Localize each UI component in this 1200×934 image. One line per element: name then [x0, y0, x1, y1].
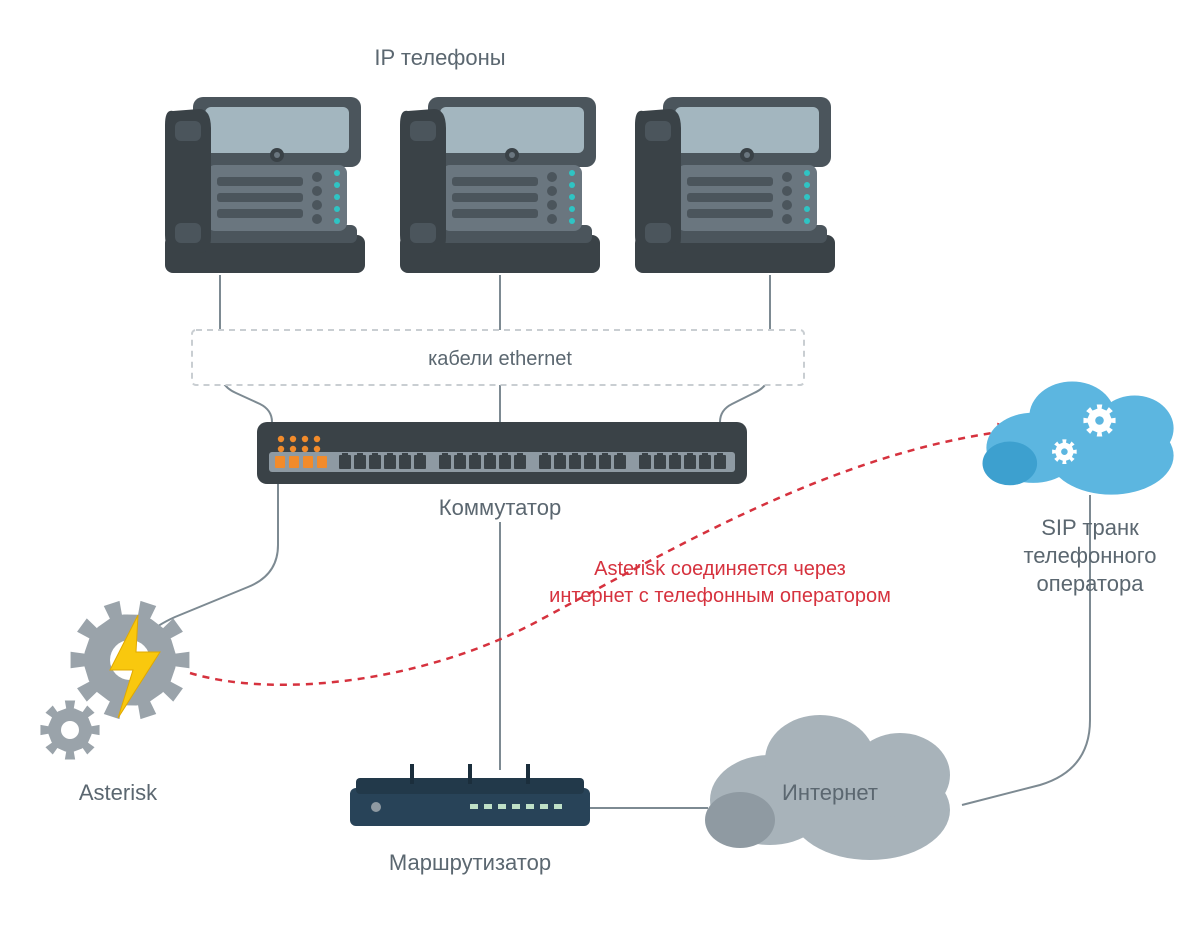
ip-phone-1: [165, 97, 365, 273]
ip-phone-3: [635, 97, 835, 273]
router: [350, 764, 590, 826]
red-caption-2: интернет с телефонным оператором: [549, 585, 891, 607]
asterisk-label: Asterisk: [79, 780, 158, 805]
sip-label-3: оператора: [1037, 571, 1145, 596]
phones-title: IP телефоны: [374, 45, 505, 70]
ip-phone-2: [400, 97, 600, 273]
sip-label-2: телефонного: [1023, 543, 1156, 568]
sip-label-1: SIP транк: [1041, 515, 1139, 540]
red-caption-1: Asterisk соединяется через: [594, 558, 846, 580]
wire-sip-internet: [962, 495, 1090, 805]
network-switch: [257, 422, 747, 484]
ethernet-box-label: кабели ethernet: [428, 348, 572, 370]
asterisk-icon: [40, 601, 189, 760]
router-label: Маршрутизатор: [389, 850, 551, 875]
sip-cloud: [983, 382, 1174, 495]
switch-label: Коммутатор: [439, 495, 561, 520]
internet-label: Интернет: [782, 780, 878, 805]
